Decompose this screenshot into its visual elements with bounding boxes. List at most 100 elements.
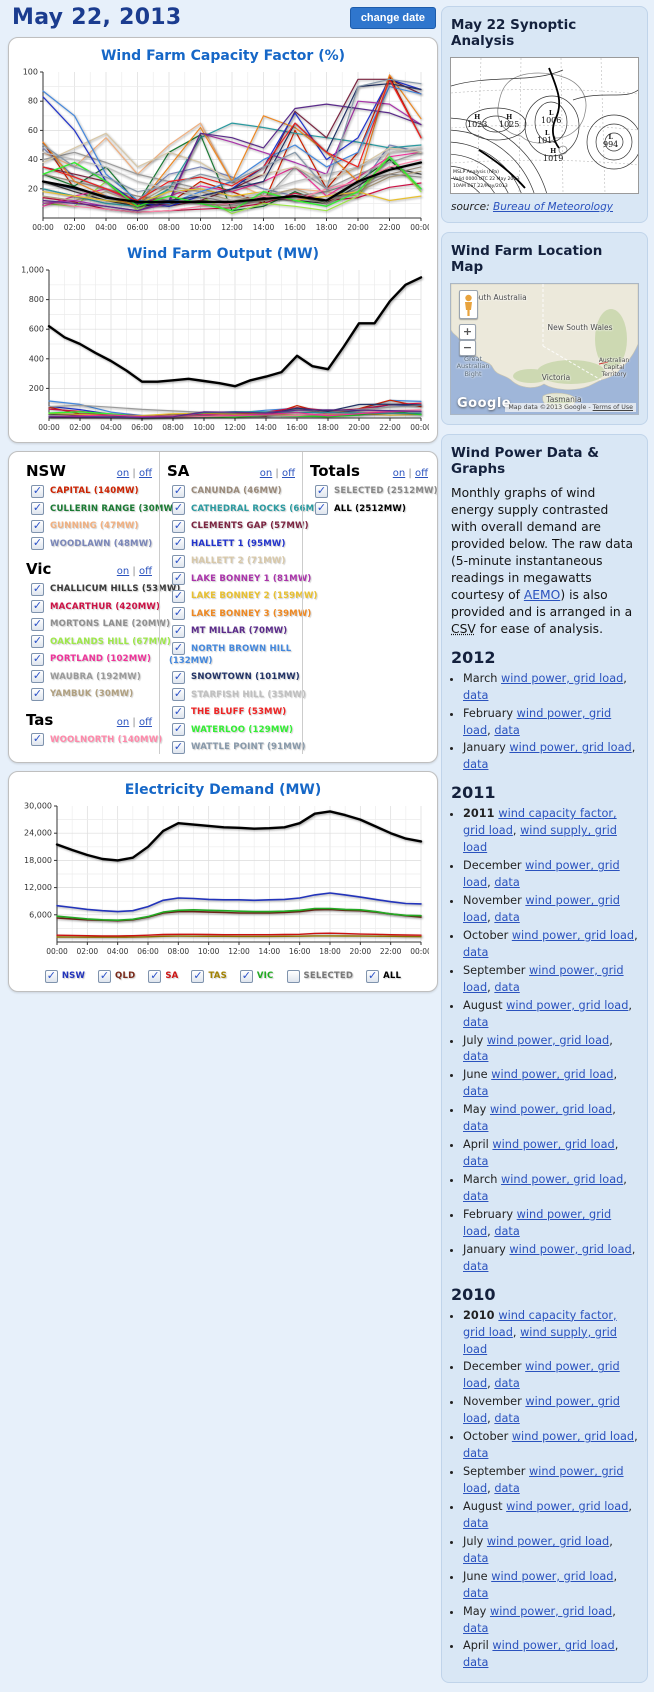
data-link[interactable]: data bbox=[494, 1412, 520, 1426]
farm-checkbox[interactable] bbox=[31, 687, 44, 701]
graph-link[interactable]: wind power, grid load bbox=[501, 1173, 624, 1187]
farm-checkbox[interactable] bbox=[172, 572, 185, 585]
farm-checkbox[interactable] bbox=[31, 484, 44, 498]
graph-link[interactable]: wind power, grid load bbox=[492, 1639, 615, 1653]
farm-checkbox[interactable] bbox=[31, 652, 44, 666]
graph-link[interactable]: wind power, grid load bbox=[463, 894, 620, 924]
region-checkbox[interactable] bbox=[98, 969, 112, 983]
off-link[interactable]: off bbox=[138, 566, 152, 577]
data-link[interactable]: data bbox=[463, 758, 489, 772]
farm-checkbox[interactable] bbox=[31, 600, 44, 613]
terms-of-use-link[interactable]: Terms of Use bbox=[592, 404, 633, 411]
graph-link[interactable]: wind supply, grid load bbox=[463, 824, 617, 855]
region-checkbox[interactable] bbox=[148, 969, 162, 983]
region-checkbox[interactable] bbox=[44, 969, 58, 983]
data-link[interactable]: data bbox=[463, 1085, 489, 1099]
farm-checkbox[interactable] bbox=[172, 502, 185, 515]
data-link[interactable]: data bbox=[463, 945, 489, 959]
data-link[interactable]: data bbox=[463, 688, 489, 702]
farm-checkbox[interactable] bbox=[172, 589, 185, 603]
graph-link[interactable]: wind power, grid load bbox=[511, 928, 635, 942]
data-link[interactable]: data bbox=[494, 876, 520, 890]
graph-link[interactable]: wind power, grid load bbox=[509, 1242, 632, 1256]
farm-checkbox[interactable] bbox=[172, 607, 185, 620]
farm-checkbox[interactable] bbox=[172, 740, 185, 754]
graph-link[interactable]: wind power, grid load bbox=[486, 1534, 610, 1548]
farm-checkbox[interactable] bbox=[172, 519, 185, 533]
data-link[interactable]: data bbox=[494, 1224, 520, 1238]
region-checkbox[interactable] bbox=[239, 969, 253, 983]
on-link[interactable]: on bbox=[392, 468, 406, 479]
data-link[interactable]: data bbox=[494, 723, 520, 737]
farm-checkbox[interactable] bbox=[172, 537, 185, 550]
farm-checkbox[interactable] bbox=[31, 670, 44, 683]
graph-link[interactable]: wind capacity factor, grid load bbox=[463, 807, 617, 838]
farm-checkbox[interactable] bbox=[31, 537, 44, 550]
data-link[interactable]: data bbox=[463, 1155, 489, 1169]
bureau-of-meteorology-link[interactable]: Bureau of Meteorology bbox=[492, 201, 613, 213]
graph-link[interactable]: wind power, grid load bbox=[489, 1604, 613, 1618]
pegman-icon[interactable] bbox=[459, 290, 478, 319]
farm-checkbox[interactable] bbox=[31, 519, 44, 533]
data-link[interactable]: data bbox=[463, 1586, 489, 1600]
on-link[interactable]: on bbox=[116, 468, 130, 479]
farm-checkbox[interactable] bbox=[172, 670, 185, 684]
farm-checkbox[interactable] bbox=[31, 502, 44, 515]
on-link[interactable]: on bbox=[116, 716, 130, 728]
graph-link[interactable]: wind power, grid load bbox=[463, 859, 620, 890]
graph-link[interactable]: wind power, grid load bbox=[506, 1499, 629, 1513]
farm-checkbox[interactable] bbox=[31, 733, 44, 746]
graph-link[interactable]: wind power, grid load bbox=[463, 963, 624, 994]
data-link[interactable]: data bbox=[463, 1551, 489, 1565]
data-link[interactable]: data bbox=[463, 1621, 489, 1635]
change-date-button[interactable]: change date bbox=[349, 6, 436, 29]
data-link[interactable]: data bbox=[463, 1516, 489, 1530]
zoom-out-button[interactable]: − bbox=[459, 340, 476, 356]
zoom-in-button[interactable]: + bbox=[459, 324, 476, 340]
graph-link[interactable]: wind power, grid load bbox=[501, 671, 624, 685]
on-link[interactable]: on bbox=[259, 468, 273, 479]
graph-link[interactable]: wind power, grid load bbox=[463, 706, 612, 737]
farm-checkbox[interactable] bbox=[315, 484, 328, 498]
farm-checkbox[interactable] bbox=[31, 635, 44, 648]
off-link[interactable]: off bbox=[138, 468, 152, 479]
graph-link[interactable]: wind power, grid load bbox=[492, 1138, 615, 1152]
graph-link[interactable]: wind power, grid load bbox=[486, 1033, 610, 1047]
farm-checkbox[interactable] bbox=[315, 502, 328, 515]
aemo-link[interactable]: AEMO bbox=[523, 587, 561, 602]
graph-link[interactable]: wind power, grid load bbox=[506, 998, 629, 1012]
on-link[interactable]: on bbox=[116, 566, 130, 577]
farm-checkbox[interactable] bbox=[172, 723, 185, 736]
region-checkbox[interactable] bbox=[286, 969, 300, 983]
graph-link[interactable]: wind power, grid load bbox=[511, 1430, 635, 1444]
data-link[interactable]: data bbox=[494, 910, 520, 924]
google-map[interactable]: South Australia New South Wales Victoria… bbox=[450, 283, 639, 415]
off-link[interactable]: off bbox=[138, 716, 152, 728]
graph-link[interactable]: wind power, grid load bbox=[489, 1103, 613, 1117]
farm-checkbox[interactable] bbox=[172, 554, 185, 568]
data-link[interactable]: data bbox=[463, 1259, 489, 1273]
farm-checkbox[interactable] bbox=[172, 705, 185, 719]
region-checkbox[interactable] bbox=[191, 969, 205, 983]
data-link[interactable]: data bbox=[463, 1015, 489, 1029]
farm-checkbox[interactable] bbox=[172, 688, 185, 701]
data-link[interactable]: data bbox=[463, 1189, 489, 1203]
data-link[interactable]: data bbox=[463, 1447, 489, 1461]
region-checkbox[interactable] bbox=[366, 969, 380, 983]
data-link[interactable]: data bbox=[494, 980, 520, 994]
farm-checkbox[interactable] bbox=[172, 624, 185, 638]
off-link[interactable]: off bbox=[414, 468, 428, 479]
data-link[interactable]: data bbox=[494, 1482, 520, 1496]
farm-checkbox[interactable] bbox=[172, 484, 185, 498]
farm-checkbox[interactable] bbox=[31, 617, 44, 631]
data-link[interactable]: data bbox=[463, 1656, 489, 1670]
graph-link[interactable]: wind power, grid load bbox=[491, 1068, 614, 1082]
farm-checkbox[interactable] bbox=[31, 582, 44, 596]
graph-link[interactable]: wind power, grid load bbox=[491, 1569, 614, 1583]
data-link[interactable]: data bbox=[463, 1050, 489, 1064]
farm-checkbox[interactable] bbox=[172, 642, 185, 655]
data-link[interactable]: data bbox=[463, 1120, 489, 1134]
graph-link[interactable]: wind power, grid load bbox=[509, 741, 632, 755]
off-link[interactable]: off bbox=[281, 468, 295, 479]
data-link[interactable]: data bbox=[494, 1377, 520, 1391]
